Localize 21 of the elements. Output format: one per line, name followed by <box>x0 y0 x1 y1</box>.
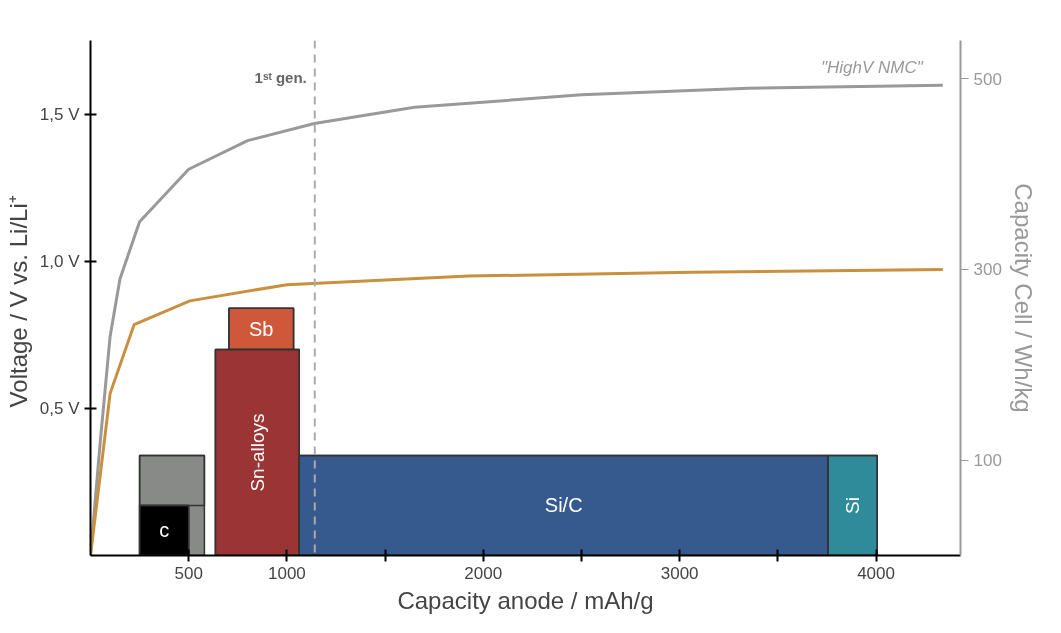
y-tick-label: 1,5 V <box>39 104 81 124</box>
series-label: Si/C <box>544 494 583 517</box>
x-axis-title: Capacity anode / mAh/g <box>397 586 654 614</box>
y2-tick-label: 300 <box>973 260 1002 280</box>
y2-axis-title: Capacity Cell / Wh/kg <box>1009 183 1037 413</box>
x-tick-label: 500 <box>174 563 203 583</box>
series-label: Sb <box>249 317 274 340</box>
y2-tick-label: 100 <box>973 451 1002 471</box>
x-tick-label: 4000 <box>857 563 895 583</box>
y2-tick-label: 500 <box>973 69 1002 89</box>
y-axis-title: Voltage / V vs. Li/Li⁺ <box>4 195 32 408</box>
series-label: c <box>159 519 170 542</box>
y-tick-label: 0,5 V <box>39 398 81 418</box>
x-tick-label: 2000 <box>464 563 503 583</box>
ref-line-label: 1ˢᵗ gen. <box>254 68 307 86</box>
series-label: Si <box>842 497 864 514</box>
series-label: "HighV NMC" <box>821 58 924 78</box>
series-label: Sn-alloys <box>246 413 268 492</box>
y-tick-label: 1,0 V <box>39 251 81 271</box>
x-tick-label: 1000 <box>267 563 306 583</box>
x-tick-label: 3000 <box>660 563 699 583</box>
